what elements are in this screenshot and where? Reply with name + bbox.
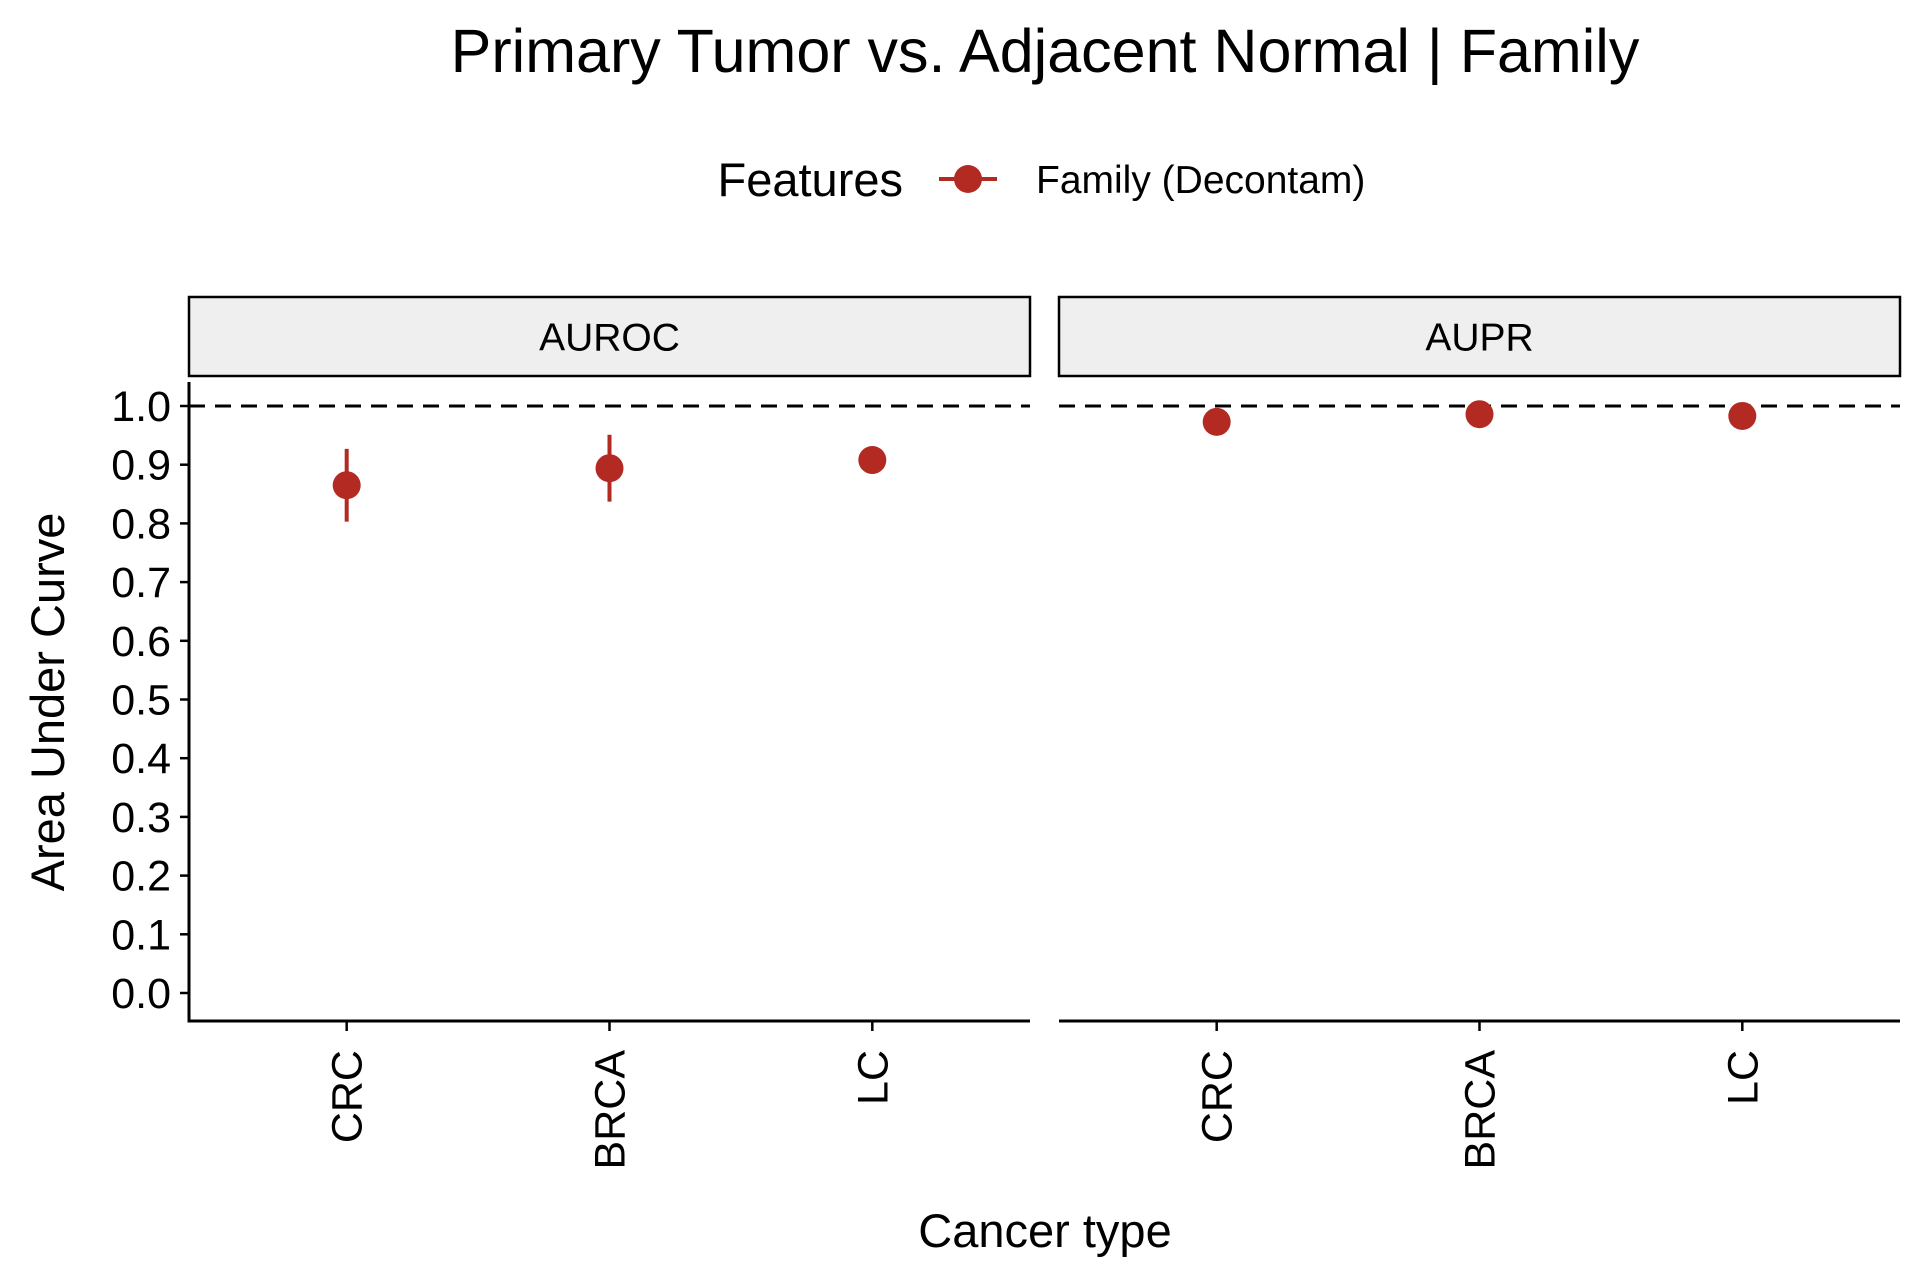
strip-box [187, 295, 1032, 378]
x-tick-label-crc: CRC [1194, 1050, 1242, 1143]
y-tick-label: 0.3 [111, 794, 171, 842]
y-tick-label: 0.4 [111, 735, 171, 783]
panel-auroc: AUROC 0.0 0.1 0.2 0.3 0.4 0.5 0.6 0.7 0.8 0.9 1.0 CR… [111, 295, 1032, 1170]
x-tick-label-brca: BRCA [587, 1050, 635, 1170]
y-tick-label: 0.7 [111, 559, 171, 607]
legend-key-marker [954, 165, 982, 193]
strip-label-aupr: AUPR [1425, 317, 1533, 360]
legend-title: Features [718, 153, 903, 206]
legend: Features Family (Decontam) [718, 153, 1366, 206]
data-point-aupr-brca [1465, 400, 1494, 429]
legend-label: Family (Decontam) [1036, 159, 1365, 202]
x-tick-label-crc: CRC [324, 1050, 372, 1143]
data-point-auroc-crc [332, 471, 361, 500]
y-tick-label: 0.1 [111, 911, 171, 959]
strip-label-auroc: AUROC [539, 317, 680, 360]
y-tick-label: 1.0 [111, 383, 171, 431]
data-point-auroc-lc [858, 446, 887, 475]
data-point-aupr-crc [1202, 407, 1231, 436]
data-point-aupr-lc [1728, 401, 1757, 430]
x-tick-label-lc: LC [849, 1050, 897, 1105]
data-point-auroc-brca [595, 454, 624, 483]
panel-aupr: AUPR CRC BRCA LC [1057, 295, 1902, 1170]
y-tick-label: 0.5 [111, 677, 171, 725]
x-tick-label-brca: BRCA [1457, 1050, 1505, 1170]
facet-panels: AUROC 0.0 0.1 0.2 0.3 0.4 0.5 0.6 0.7 0.8 0.9 1.0 CR… [111, 295, 1902, 1170]
y-tick-label: 0.2 [111, 853, 171, 901]
x-tick-label-lc: LC [1719, 1050, 1767, 1105]
y-tick-label: 0.8 [111, 500, 171, 548]
y-tick-label: 0.0 [111, 970, 171, 1018]
x-axis-title: Cancer type [918, 1204, 1171, 1257]
chart-title: Primary Tumor vs. Adjacent Normal | Fami… [451, 17, 1640, 85]
y-tick-label: 0.6 [111, 618, 171, 666]
y-tick-label: 0.9 [111, 442, 171, 490]
strip-box [1057, 295, 1902, 378]
y-axis-title: Area Under Curve [21, 513, 74, 892]
